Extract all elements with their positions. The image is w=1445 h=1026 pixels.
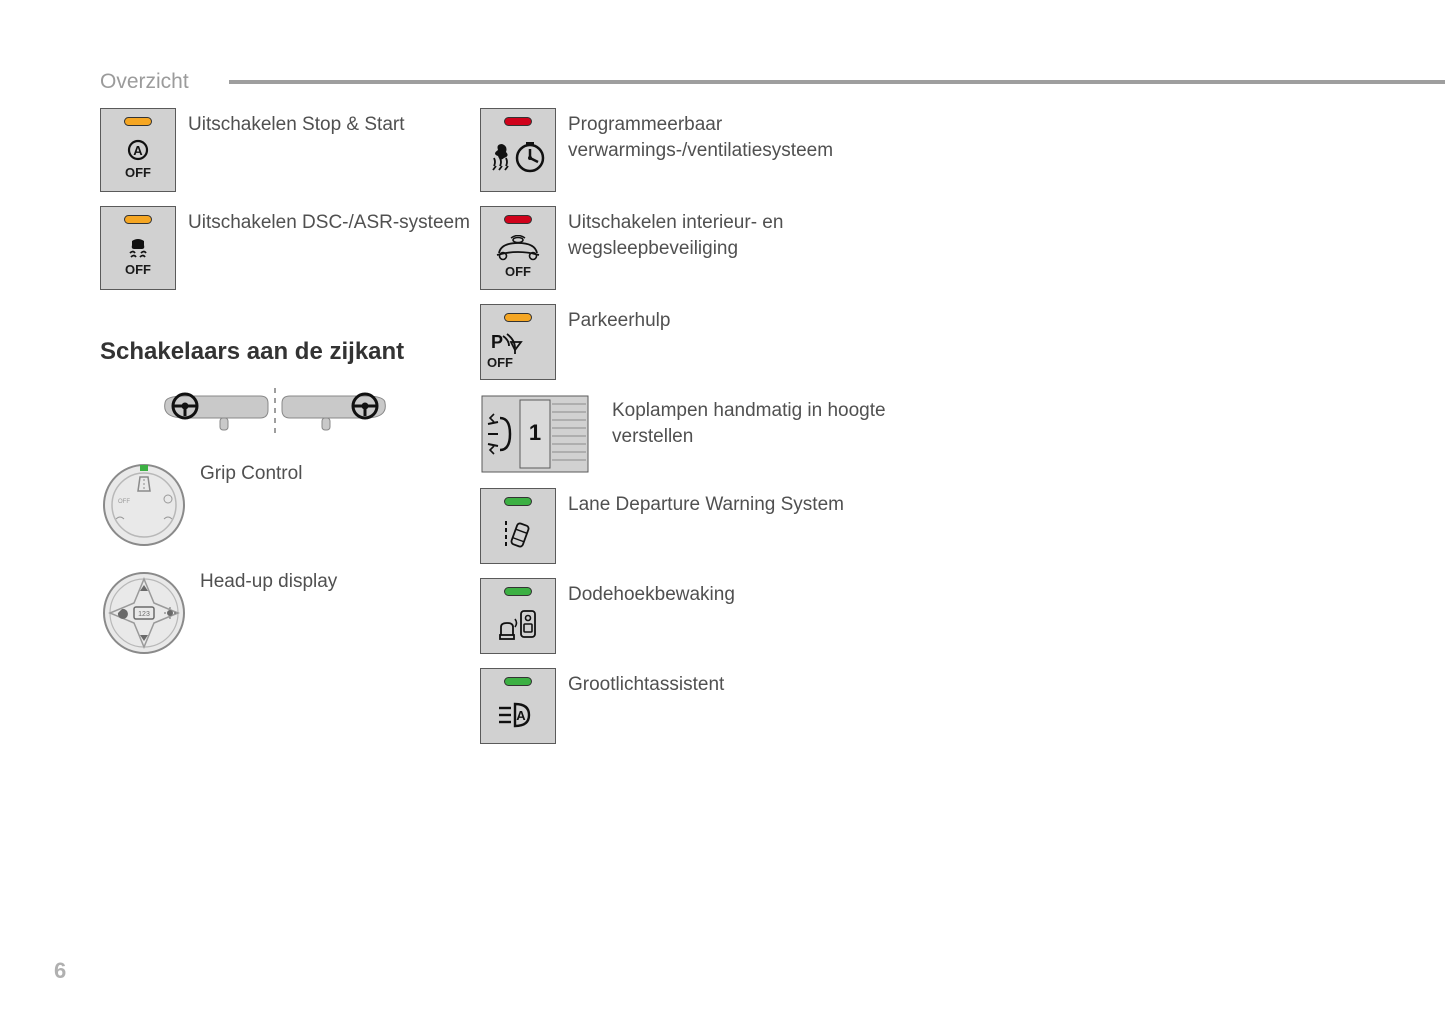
content-columns: A OFF Uitschakelen Stop & Start: [100, 108, 980, 758]
grip-control-dial-icon: OFF: [100, 461, 188, 549]
item-label: Koplampen handmatig in hoogte verstellen: [612, 398, 912, 449]
park-assist-icon: P OFF: [475, 322, 561, 379]
item-label: Uitschakelen interieur- en wegsleepbevei…: [568, 210, 868, 261]
item-lane-departure: Lane Departure Warning System: [480, 488, 980, 564]
traction-control-icon: OFF: [101, 224, 175, 289]
led-indicator-icon: [504, 117, 532, 126]
blind-spot-icon: [481, 596, 555, 653]
left-column: A OFF Uitschakelen Stop & Start: [100, 108, 480, 671]
item-label: Programmeerbaar verwarmings-/ventilaties…: [568, 112, 868, 163]
svg-text:P: P: [491, 332, 503, 352]
off-label: OFF: [125, 263, 151, 276]
item-label: Lane Departure Warning System: [568, 492, 844, 518]
page-number: 6: [54, 958, 66, 984]
led-indicator-icon: [124, 215, 152, 224]
high-beam-auto-icon: A: [481, 686, 555, 743]
svg-text:A: A: [133, 143, 143, 158]
item-label: Grip Control: [200, 461, 302, 487]
hud-control-icon: 123: [100, 569, 188, 657]
off-label: OFF: [505, 265, 531, 278]
right-column: Programmeerbaar verwarmings-/ventilaties…: [480, 108, 980, 758]
side-switches-heading: Schakelaars aan de zijkant: [100, 338, 480, 366]
item-label: Head-up display: [200, 569, 337, 595]
item-label: Dodehoekbewaking: [568, 582, 735, 608]
steering-side-panels-illustration: [160, 388, 480, 443]
header-rule: [229, 80, 1445, 84]
tile-lane-departure: [480, 488, 556, 564]
car-sensor-icon: OFF: [481, 224, 555, 289]
tile-high-beam-assist: A: [480, 668, 556, 744]
item-dsc-asr: OFF Uitschakelen DSC-/ASR-systeem: [100, 206, 480, 290]
lane-departure-icon: [481, 506, 555, 563]
off-label: OFF: [487, 356, 513, 369]
item-grip-control: OFF Grip Control: [100, 461, 480, 549]
header-title: Overzicht: [100, 70, 229, 94]
item-programmable-heating: Programmeerbaar verwarmings-/ventilaties…: [480, 108, 980, 192]
svg-text:A: A: [516, 708, 526, 723]
tile-interior-protection: OFF: [480, 206, 556, 290]
item-headlamp-adjust: 1 Koplampen handmatig in hoogte verstell…: [480, 394, 980, 474]
stop-start-icon: A OFF: [101, 126, 175, 191]
tile-heating: [480, 108, 556, 192]
led-indicator-icon: [504, 313, 532, 322]
fan-clock-icon: [481, 126, 555, 191]
page-header: Overzicht: [100, 70, 1445, 94]
led-indicator-icon: [124, 117, 152, 126]
item-label: Uitschakelen Stop & Start: [188, 112, 405, 138]
item-label: Grootlichtassistent: [568, 672, 724, 698]
tile-park-assist: P OFF: [480, 304, 556, 380]
tile-blind-spot: [480, 578, 556, 654]
off-label: OFF: [125, 166, 151, 179]
dial-number: 1: [529, 420, 541, 445]
item-high-beam-assist: A Grootlichtassistent: [480, 668, 980, 744]
led-indicator-icon: [504, 497, 532, 506]
headlamp-height-dial-icon: 1: [480, 394, 590, 474]
led-indicator-icon: [504, 215, 532, 224]
item-park-assist: P OFF Parkeerhulp: [480, 304, 980, 380]
item-label: Uitschakelen DSC-/ASR-systeem: [188, 210, 470, 236]
svg-text:123: 123: [138, 611, 150, 618]
item-blind-spot: Dodehoekbewaking: [480, 578, 980, 654]
tile-stop-start: A OFF: [100, 108, 176, 192]
item-head-up-display: 123 Head-up display: [100, 569, 480, 657]
led-indicator-icon: [504, 677, 532, 686]
item-label: Parkeerhulp: [568, 308, 670, 334]
led-indicator-icon: [504, 587, 532, 596]
tile-dsc-asr: OFF: [100, 206, 176, 290]
manual-page: Overzicht A OFF Uitschakelen Stop &: [0, 0, 1445, 1026]
svg-text:OFF: OFF: [118, 499, 130, 505]
item-stop-start: A OFF Uitschakelen Stop & Start: [100, 108, 480, 192]
item-interior-protection: OFF Uitschakelen interieur- en wegsleepb…: [480, 206, 980, 290]
